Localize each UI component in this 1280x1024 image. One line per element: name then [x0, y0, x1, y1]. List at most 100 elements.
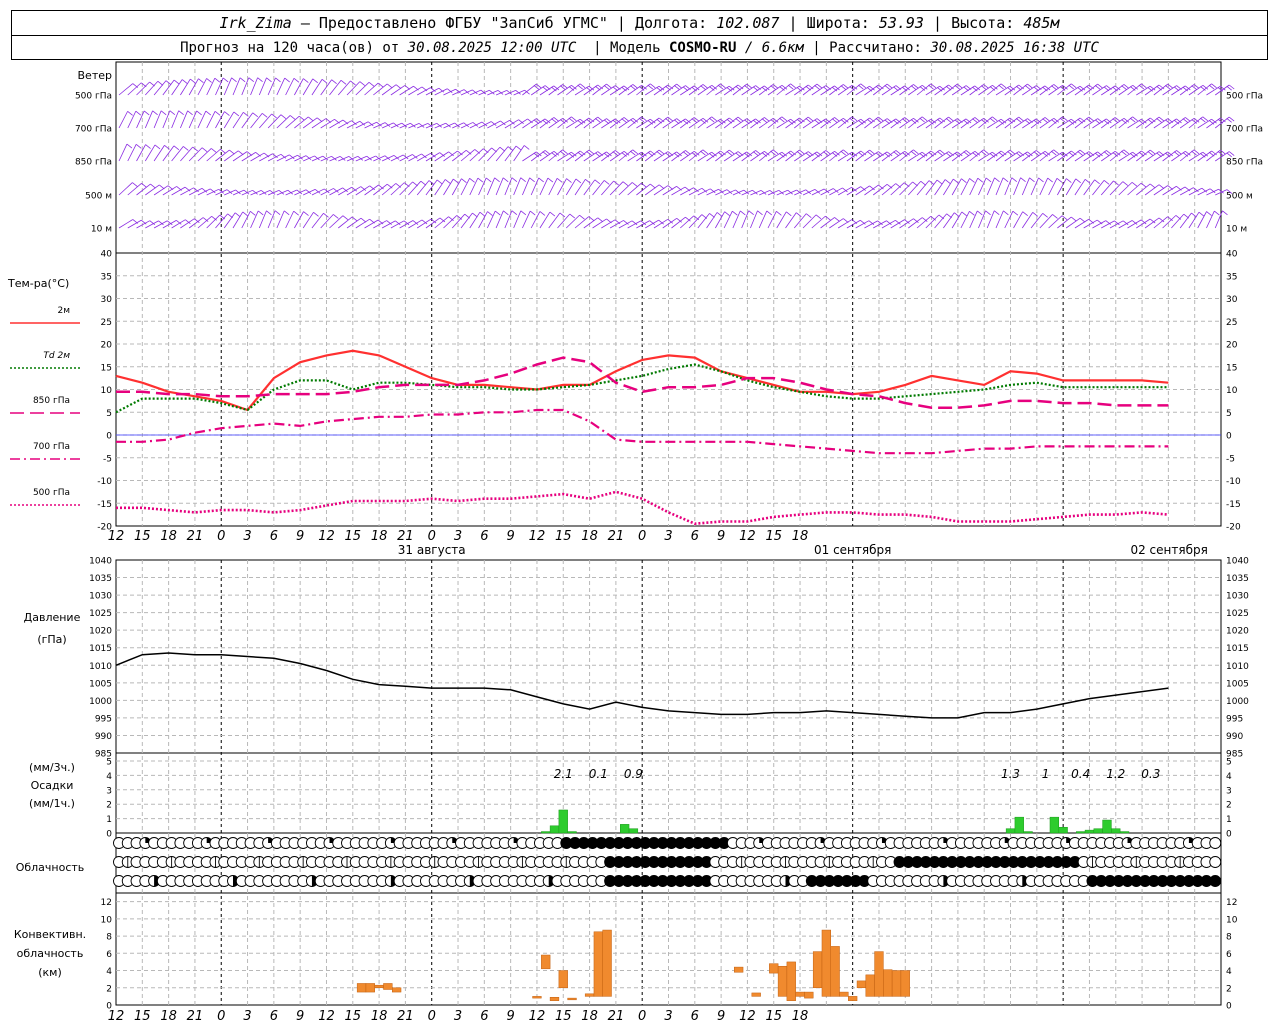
wind-barb	[873, 220, 892, 229]
wind-barb	[311, 212, 329, 229]
lon-value: 102.087	[716, 14, 780, 32]
wind-barb	[346, 81, 366, 96]
wind-barb-shaft	[1013, 211, 1024, 229]
wind-barb-shaft	[364, 121, 377, 129]
wind-barb-flag	[895, 220, 901, 225]
wind-barb	[311, 78, 328, 96]
wind-barb	[416, 152, 436, 162]
wind-barb-shaft	[1144, 217, 1160, 229]
wind-barb-flag	[477, 177, 484, 183]
wind-barb-shaft	[311, 79, 323, 96]
wind-barb-shaft	[574, 216, 590, 229]
temp-tick-right: 40	[1226, 250, 1238, 260]
wind-barb-shaft	[837, 219, 853, 229]
wind-barb	[837, 116, 858, 129]
wind-barb-shaft	[785, 212, 797, 229]
wind-barb-flag	[1106, 150, 1112, 155]
wind-barb	[285, 189, 303, 196]
wind-barb-flag	[1097, 83, 1103, 89]
wind-barb-flag	[886, 151, 893, 157]
wind-barb-flag	[1185, 150, 1191, 156]
wind-title: Ветер	[78, 69, 112, 82]
wind-barb	[890, 219, 910, 229]
wind-barb	[486, 177, 500, 196]
wind-barb	[145, 80, 164, 96]
wind-barb-flag	[787, 189, 793, 195]
wind-barb-shaft	[1197, 211, 1207, 229]
wind-barb-flag	[1185, 85, 1191, 91]
wind-barb	[1171, 85, 1191, 96]
wind-barb-flag	[764, 150, 770, 156]
wind-barb-shaft	[311, 118, 327, 129]
wind-barb	[776, 118, 796, 129]
wind-barb	[1153, 216, 1173, 229]
wind-barb-flag	[965, 150, 972, 155]
wind-barb-shaft	[276, 77, 286, 96]
wind-barb	[1144, 116, 1165, 129]
wind-barb	[697, 188, 716, 196]
wind-barb-shaft	[215, 213, 228, 229]
wind-barb-flag	[351, 216, 358, 222]
wind-barb-shaft	[1065, 178, 1077, 196]
wind-level-label-right: 700 гПа	[1226, 125, 1263, 135]
wind-barb-flag	[1106, 118, 1112, 124]
conv-cloud-bar	[558, 970, 568, 989]
wind-barb	[153, 145, 170, 162]
wind-barb	[890, 85, 910, 96]
wind-barb-shaft	[171, 146, 184, 162]
wind-barb-flag	[159, 184, 165, 190]
wind-barb-flag	[597, 217, 604, 223]
wind-barb-flag	[796, 87, 803, 92]
wind-barb-flag	[239, 77, 246, 83]
wind-barb-shaft	[574, 179, 586, 196]
wind-barb-flag	[266, 77, 272, 83]
hour-tick-label-bottom: 12	[108, 1009, 125, 1024]
wind-barb	[1197, 118, 1217, 129]
temp-tick-right: -10	[1226, 477, 1241, 487]
wind-barb-flag	[1066, 178, 1072, 183]
wind-barb	[1057, 216, 1077, 229]
wind-barb	[223, 212, 241, 229]
wind-barb-flag	[694, 150, 700, 156]
pressure-title: Давление	[24, 611, 81, 624]
wind-barb-flag	[305, 155, 312, 160]
precip-tick-right: 3	[1226, 786, 1232, 796]
wind-barb-flag	[760, 190, 767, 195]
temp-series-line	[115, 363, 1169, 414]
wind-barb-flag	[1121, 150, 1127, 156]
wind-barb-flag	[158, 220, 164, 226]
wind-barb-shaft	[145, 184, 160, 196]
wind-barb-flag	[886, 220, 892, 226]
wind-barb-flag	[1061, 215, 1068, 221]
wind-barb-shaft	[197, 148, 212, 162]
wind-barb-shaft	[241, 77, 250, 96]
pressure-tick: 1015	[89, 644, 112, 654]
wind-barb-flag	[1123, 117, 1130, 123]
wind-barb-flag	[1222, 210, 1228, 216]
wind-barb-shaft	[706, 188, 719, 196]
wind-barb-shaft	[215, 149, 230, 162]
precip-tick-right: 0	[1226, 830, 1232, 840]
cloud-symbol	[209, 856, 222, 868]
pressure-tick-right: 1010	[1226, 662, 1249, 672]
wind-barb-flag	[1079, 217, 1086, 223]
wind-barb	[469, 89, 487, 96]
wind-barb-flag	[1088, 84, 1095, 90]
calc-time: 30.08.2025 16:38 UTC	[930, 40, 1099, 56]
wind-barb	[513, 210, 527, 229]
wind-barb	[1188, 187, 1208, 196]
wind-barb-shaft	[425, 152, 440, 162]
wind-barb	[118, 83, 139, 96]
wind-barb-flag	[904, 85, 910, 91]
wind-barb-flag	[571, 84, 577, 90]
conv-cloud-bar	[777, 965, 788, 997]
wind-barb-flag	[520, 177, 526, 183]
wind-barb-shaft	[206, 214, 221, 229]
wind-barb	[1188, 151, 1209, 162]
wind-barb-flag	[807, 116, 814, 122]
wind-barb-flag	[766, 210, 773, 216]
precip-3h-total: 1.3	[1001, 767, 1020, 781]
wind-barb	[776, 189, 793, 196]
wind-barb	[951, 178, 967, 196]
wind-barb	[241, 211, 256, 229]
